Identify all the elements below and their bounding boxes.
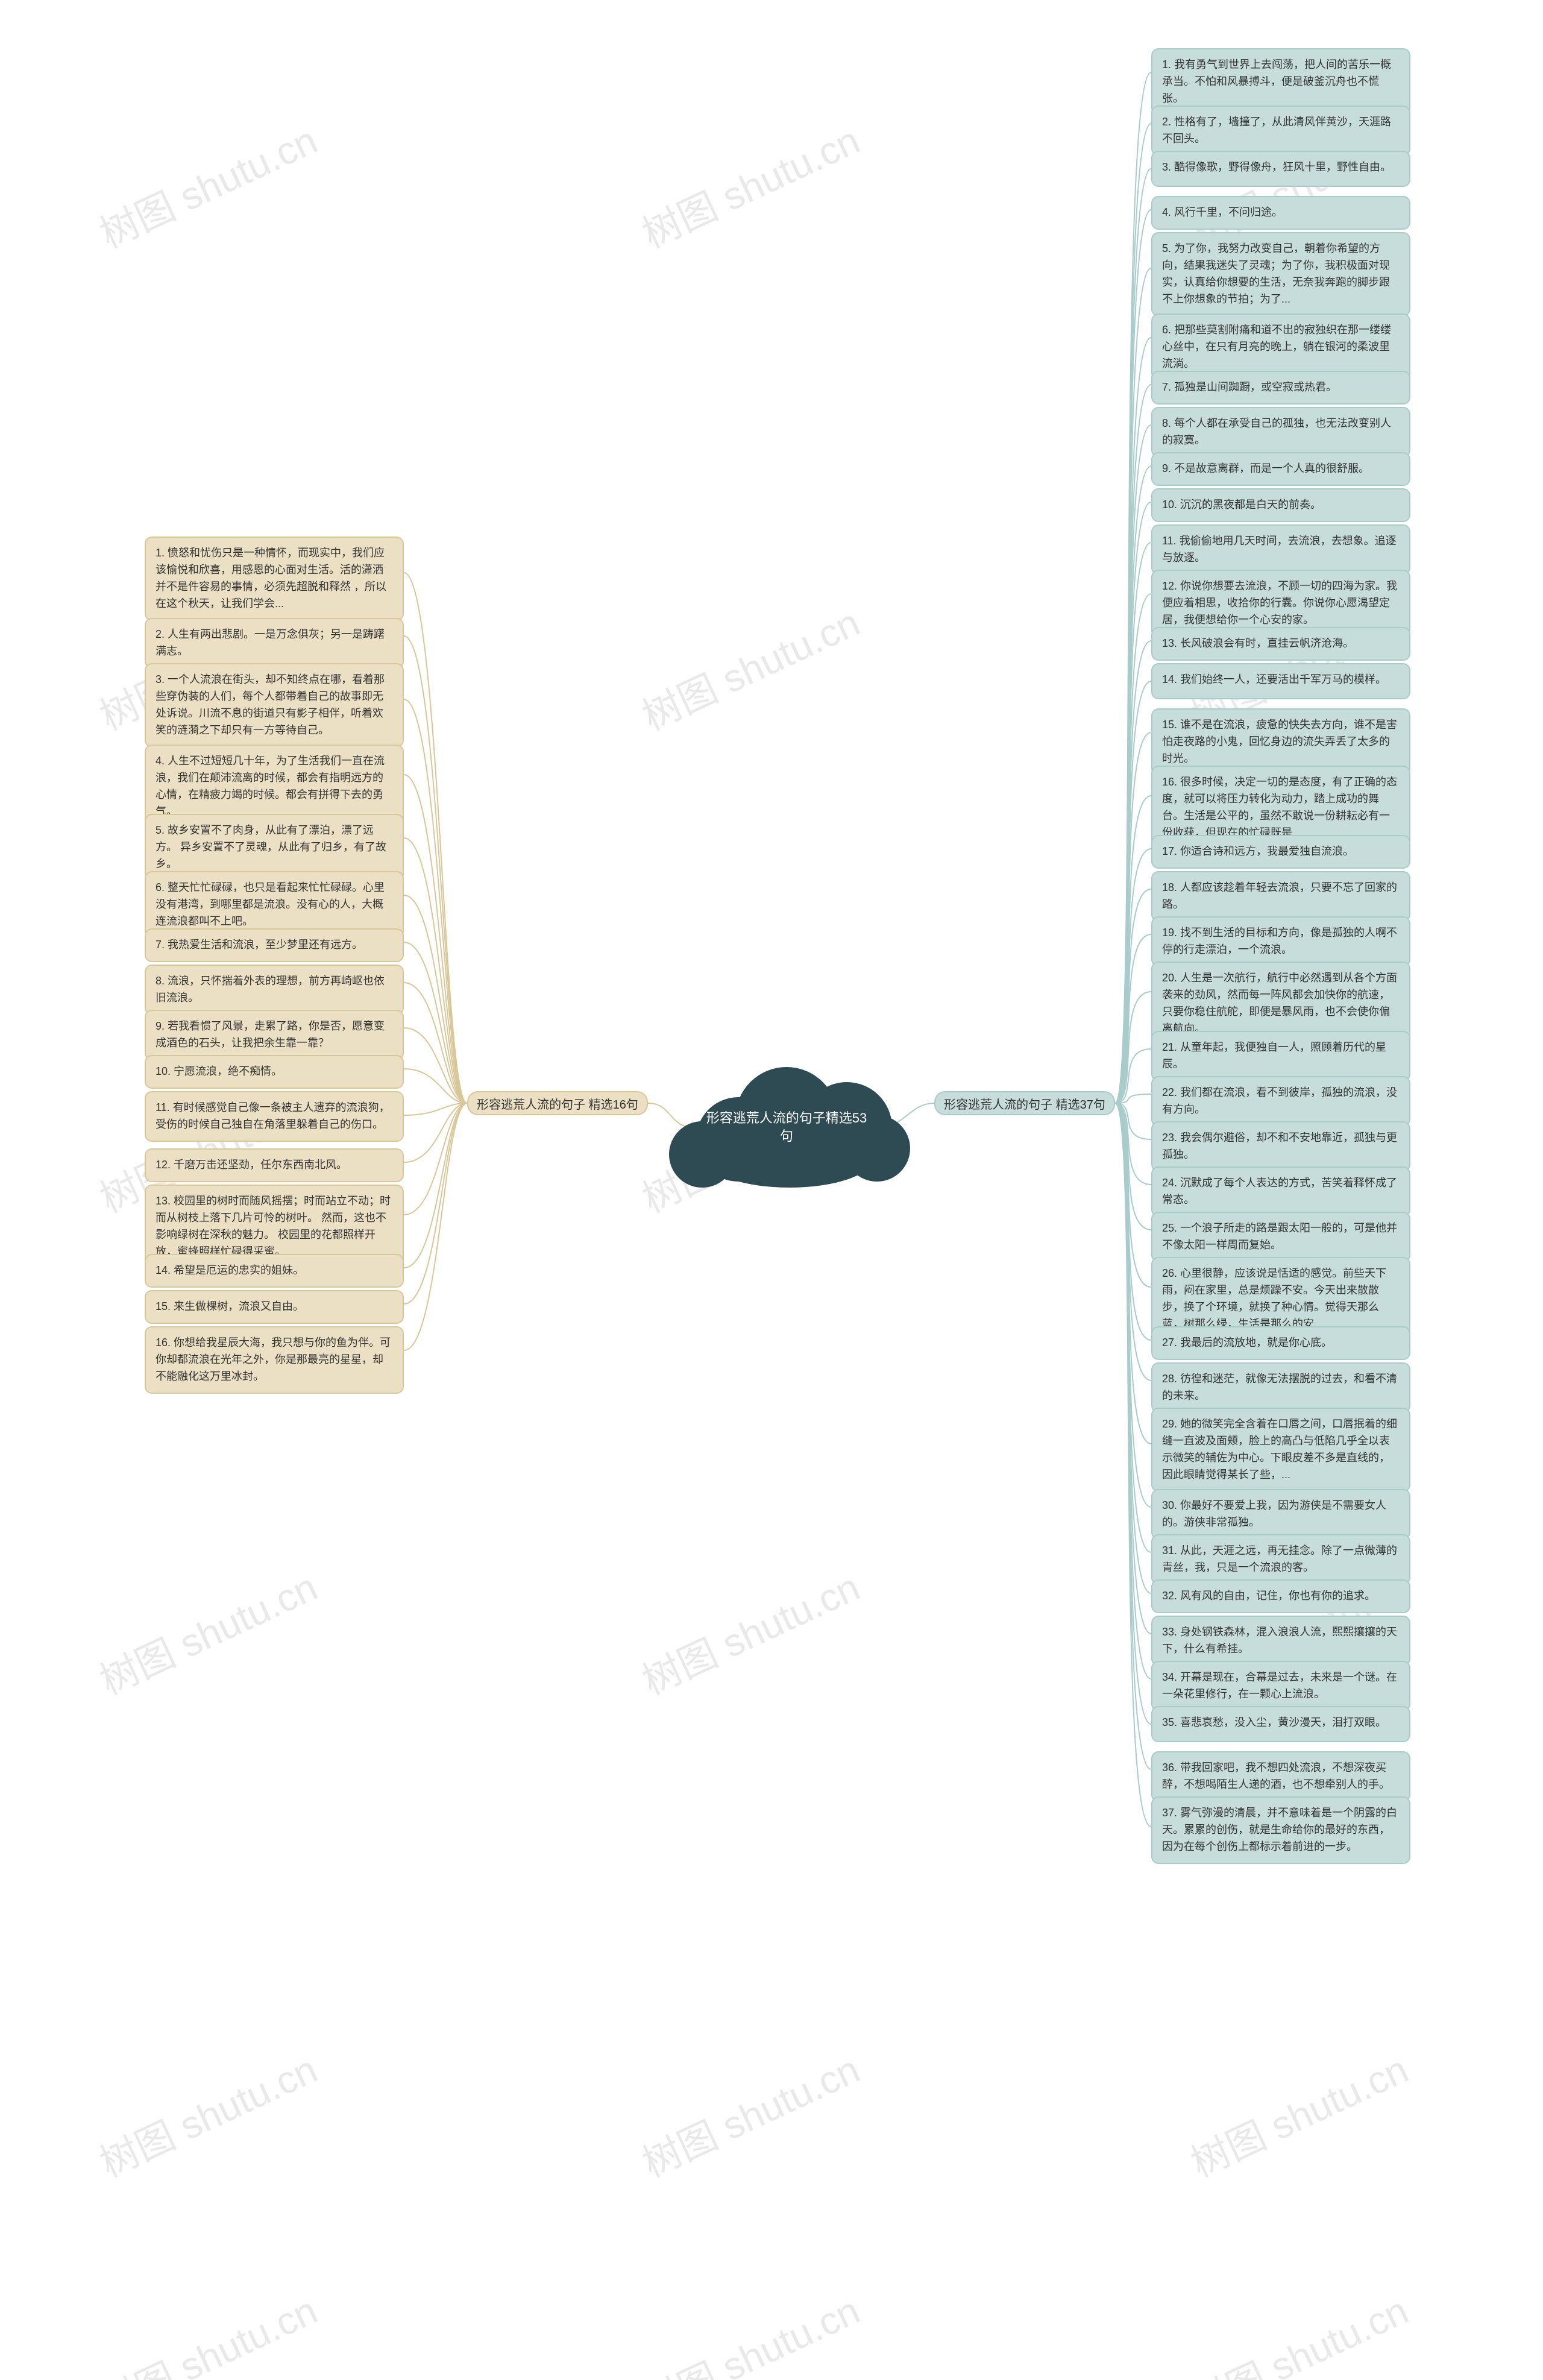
watermark: 树图 shutu.cn — [90, 1557, 325, 1705]
center-node: 形容逃荒人流的句子精选53句 — [681, 1049, 892, 1170]
watermark: 树图 shutu.cn — [90, 110, 325, 259]
watermark: 树图 shutu.cn — [90, 2039, 325, 2188]
leaf-node: 19. 找不到生活的目标和方向，像是孤独的人啊不停的行走漂泊，一个流浪。 — [1151, 916, 1410, 967]
leaf-node: 2. 性格有了，墙撞了，从此清风伴黄沙，天涯路不回头。 — [1151, 105, 1410, 156]
leaf-node: 7. 孤独是山间踟蹰，或空寂或热君。 — [1151, 371, 1410, 405]
leaf-node: 34. 开幕是现在，合幕是过去，未来是一个谜。在一朵花里修行，在一颗心上流浪。 — [1151, 1661, 1410, 1711]
leaf-node: 21. 从童年起，我便独自一人，照顾着历代的星辰。 — [1151, 1031, 1410, 1081]
leaf-node: 2. 人生有两出悲剧。一是万念俱灰；另一是踌躇满志。 — [145, 618, 404, 669]
leaf-node: 10. 沉沉的黑夜都是白天的前奏。 — [1151, 488, 1410, 522]
leaf-node: 9. 若我看惯了风景，走累了路，你是否，愿意变成酒色的石头，让我把余生靠一靠？ — [145, 1010, 404, 1060]
left-branch-label: 形容逃荒人流的句子 精选16句 — [467, 1091, 648, 1115]
watermark: 树图 shutu.cn — [632, 592, 867, 741]
leaf-node: 12. 千磨万击还坚劲，任尔东西南北风。 — [145, 1148, 404, 1182]
leaf-node: 36. 带我回家吧，我不想四处流浪，不想深夜买醉，不想喝陌生人递的酒，也不想牵别… — [1151, 1751, 1410, 1802]
leaf-node: 31. 从此，天涯之远，再无挂念。除了一点微薄的青丝，我，只是一个流浪的客。 — [1151, 1534, 1410, 1585]
leaf-node: 35. 喜悲哀愁，没入尘，黄沙漫天，泪打双眼。 — [1151, 1706, 1410, 1742]
leaf-node: 11. 我偷偷地用几天时间，去流浪，去想象。追逐与放逐。 — [1151, 524, 1410, 575]
leaf-node: 4. 风行千里，不问归途。 — [1151, 196, 1410, 230]
watermark: 树图 shutu.cn — [632, 2280, 867, 2380]
leaf-node: 32. 风有风的自由，记住，你也有你的追求。 — [1151, 1579, 1410, 1613]
leaf-node: 16. 你想给我星辰大海，我只想与你的鱼为伴。可你却都流浪在光年之外，你是那最亮… — [145, 1326, 404, 1394]
leaf-node: 3. 一个人流浪在街头，却不知终点在哪，看着那些穿伪装的人们，每个人都带着自己的… — [145, 663, 404, 748]
leaf-node: 14. 我们始终一人，还要活出千军万马的模样。 — [1151, 663, 1410, 699]
leaf-node: 14. 希望是厄运的忠实的姐妹。 — [145, 1254, 404, 1288]
leaf-node: 13. 长风破浪会有时，直挂云帆济沧海。 — [1151, 627, 1410, 661]
watermark: 树图 shutu.cn — [632, 1557, 867, 1705]
right-branch-label: 形容逃荒人流的句子 精选37句 — [934, 1091, 1115, 1115]
leaf-node: 29. 她的微笑完全含着在口唇之间，口唇抿着的细缝一直波及面颊，脸上的高凸与低陷… — [1151, 1408, 1410, 1492]
watermark: 树图 shutu.cn — [632, 110, 867, 259]
leaf-node: 10. 宁愿流浪，绝不痴情。 — [145, 1055, 404, 1089]
leaf-node: 7. 我热爱生活和流浪，至少梦里还有远方。 — [145, 928, 404, 962]
leaf-node: 33. 身处钢铁森林，混入浪浪人流，熙熙攘攘的天下，什么有希挂。 — [1151, 1616, 1410, 1666]
center-title: 形容逃荒人流的句子精选53句 — [681, 1109, 892, 1145]
leaf-node: 5. 为了你，我努力改变自己，朝着你希望的方向，结果我迷失了灵魂；为了你，我积极… — [1151, 232, 1410, 316]
leaf-node: 9. 不是故意离群，而是一个人真的很舒服。 — [1151, 452, 1410, 486]
leaf-node: 3. 酷得像歌，野得像舟，狂风十里，野性自由。 — [1151, 151, 1410, 187]
leaf-node: 8. 每个人都在承受自己的孤独，也无法改变别人的寂寞。 — [1151, 407, 1410, 458]
watermark: 树图 shutu.cn — [1181, 2280, 1416, 2380]
leaf-node: 27. 我最后的流放地，就是你心底。 — [1151, 1326, 1410, 1360]
leaf-node: 11. 有时候感觉自己像一条被主人遗弃的流浪狗，受伤的时候自己独自在角落里躲着自… — [145, 1091, 404, 1142]
leaf-node: 24. 沉默成了每个人表达的方式，苦笑着释怀成了常态。 — [1151, 1166, 1410, 1217]
leaf-node: 23. 我会偶尔避俗，却不和不安地靠近，孤独与更孤独。 — [1151, 1121, 1410, 1172]
watermark: 树图 shutu.cn — [1181, 2039, 1416, 2188]
leaf-node: 22. 我们都在流浪，看不到彼岸，孤独的流浪，没有方向。 — [1151, 1076, 1410, 1127]
leaf-node: 8. 流浪，只怀揣着外表的理想，前方再崎岖也依旧流浪。 — [145, 965, 404, 1015]
leaf-node: 30. 你最好不要爱上我，因为游侠是不需要女人的。游侠非常孤独。 — [1151, 1489, 1410, 1540]
leaf-node: 28. 彷徨和迷茫，就像无法摆脱的过去，和看不清的未来。 — [1151, 1362, 1410, 1413]
leaf-node: 15. 来生做棵树，流浪又自由。 — [145, 1290, 404, 1324]
leaf-node: 17. 你适合诗和远方，我最爱独自流浪。 — [1151, 835, 1410, 869]
leaf-node: 1. 愤怒和忧伤只是一种情怀，而现实中，我们应该愉悦和欣喜，用感恩的心面对生活。… — [145, 537, 404, 621]
leaf-node: 18. 人都应该趁着年轻去流浪，只要不忘了回家的路。 — [1151, 871, 1410, 922]
watermark: 树图 shutu.cn — [632, 2039, 867, 2188]
watermark: 树图 shutu.cn — [90, 2280, 325, 2380]
leaf-node: 25. 一个浪子所走的路是跟太阳一般的，可是他并不像太阳一样周而复始。 — [1151, 1212, 1410, 1262]
leaf-node: 37. 雾气弥漫的清晨，并不意味着是一个阴露的白天。累累的创伤，就是生命给你的最… — [1151, 1796, 1410, 1864]
